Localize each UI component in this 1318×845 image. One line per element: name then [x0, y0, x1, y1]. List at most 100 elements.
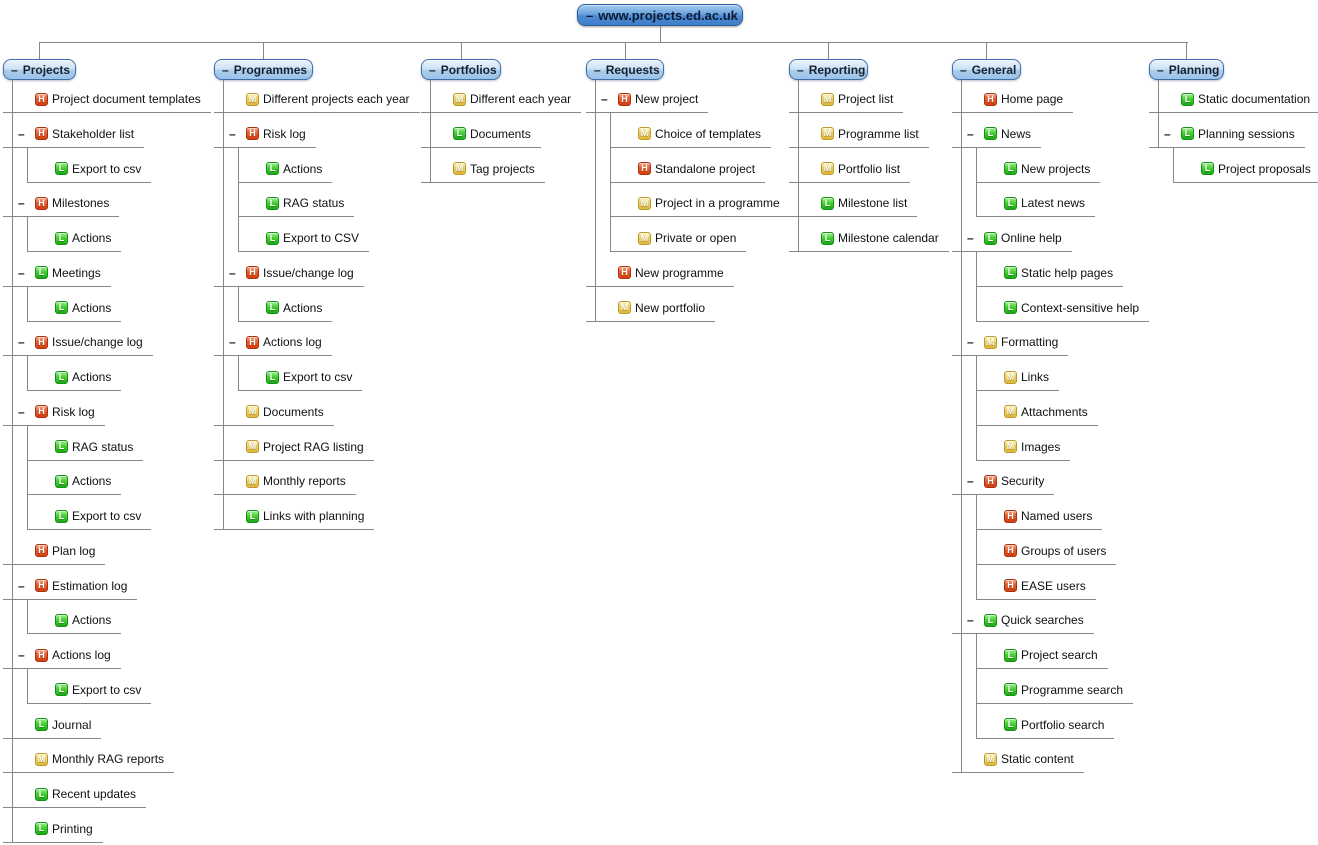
tree-item-static-content[interactable]: M Static content: [952, 745, 1084, 774]
tree-item-static-help-pages[interactable]: L Static help pages: [952, 259, 1124, 287]
collapse-toggle-icon[interactable]: –: [229, 265, 236, 280]
tree-item-project-in-a-programme[interactable]: M Project in a programme: [586, 189, 790, 218]
tree-item-actions[interactable]: L Actions: [3, 606, 122, 635]
collapse-toggle-icon[interactable]: –: [967, 126, 974, 141]
tree-item-online-help[interactable]: – L Online help: [952, 224, 1072, 252]
tree-item-new-project[interactable]: – H New project: [586, 85, 709, 113]
tree-item-groups-of-users[interactable]: H Groups of users: [952, 537, 1117, 565]
tree-item-project-list[interactable]: M Project list: [789, 85, 904, 113]
tree-item-new-programme[interactable]: H New programme: [586, 259, 734, 287]
tree-item-links-with-planning[interactable]: L Links with planning: [214, 502, 375, 530]
collapse-toggle-icon[interactable]: –: [229, 335, 236, 350]
tree-item-project-document-templates[interactable]: H Project document templates: [3, 85, 211, 113]
tree-item-export-to-csv[interactable]: L Export to csv: [214, 363, 363, 391]
tree-item-latest-news[interactable]: L Latest news: [952, 189, 1096, 218]
collapse-toggle-icon[interactable]: –: [18, 404, 25, 419]
tree-item-rag-status[interactable]: L RAG status: [214, 189, 355, 218]
tree-item-actions-log[interactable]: – H Actions log: [3, 641, 121, 669]
tree-item-actions[interactable]: L Actions: [3, 363, 122, 391]
tree-item-quick-searches[interactable]: – L Quick searches: [952, 606, 1094, 635]
column-header-reporting[interactable]: – Reporting: [789, 59, 868, 80]
tree-item-actions[interactable]: L Actions: [3, 294, 122, 322]
tree-item-news[interactable]: – L News: [952, 120, 1042, 148]
tree-item-standalone-project[interactable]: H Standalone project: [586, 155, 766, 183]
collapse-icon[interactable]: –: [11, 62, 18, 77]
collapse-toggle-icon[interactable]: –: [1164, 126, 1171, 141]
tree-item-printing[interactable]: L Printing: [3, 815, 103, 843]
collapse-toggle-icon[interactable]: –: [18, 647, 25, 662]
collapse-icon[interactable]: –: [222, 62, 229, 77]
tree-item-images[interactable]: M Images: [952, 433, 1071, 461]
tree-item-new-portfolio[interactable]: M New portfolio: [586, 294, 716, 322]
collapse-toggle-icon[interactable]: –: [18, 126, 25, 141]
tree-item-project-search[interactable]: L Project search: [952, 641, 1108, 669]
tree-item-meetings[interactable]: – L Meetings: [3, 259, 111, 287]
tree-item-journal[interactable]: L Journal: [3, 711, 102, 739]
tree-item-context-sensitive-help[interactable]: L Context-sensitive help: [952, 294, 1150, 322]
tree-item-actions[interactable]: L Actions: [3, 467, 122, 496]
tree-item-recent-updates[interactable]: L Recent updates: [3, 780, 147, 808]
tree-item-stakeholder-list[interactable]: – H Stakeholder list: [3, 120, 145, 148]
tree-item-tag-projects[interactable]: M Tag projects: [421, 155, 545, 183]
tree-item-documents[interactable]: M Documents: [214, 398, 334, 426]
collapse-toggle-icon[interactable]: –: [18, 578, 25, 593]
tree-item-home-page[interactable]: H Home page: [952, 85, 1074, 113]
collapse-toggle-icon[interactable]: –: [967, 230, 974, 245]
tree-item-actions-log[interactable]: – H Actions log: [214, 328, 332, 357]
tree-item-attachments[interactable]: M Attachments: [952, 398, 1098, 426]
tree-item-different-each-year[interactable]: M Different each year: [421, 85, 582, 113]
tree-item-risk-log[interactable]: – H Risk log: [3, 398, 105, 426]
tree-item-security[interactable]: – H Security: [952, 467, 1055, 496]
collapse-toggle-icon[interactable]: –: [18, 335, 25, 350]
tree-item-export-to-csv[interactable]: L Export to csv: [3, 502, 152, 530]
tree-item-programme-list[interactable]: M Programme list: [789, 120, 929, 148]
collapse-toggle-icon[interactable]: –: [967, 474, 974, 489]
tree-item-export-to-csv[interactable]: L Export to CSV: [214, 224, 370, 252]
tree-item-portfolio-list[interactable]: M Portfolio list: [789, 155, 911, 183]
tree-item-portfolio-search[interactable]: L Portfolio search: [952, 711, 1115, 739]
collapse-icon[interactable]: –: [797, 62, 804, 77]
tree-item-milestones[interactable]: – H Milestones: [3, 189, 120, 218]
tree-item-choice-of-templates[interactable]: M Choice of templates: [586, 120, 772, 148]
collapse-toggle-icon[interactable]: –: [967, 335, 974, 350]
root-node[interactable]: – www.projects.ed.ac.uk: [577, 4, 743, 26]
column-header-programmes[interactable]: – Programmes: [214, 59, 313, 80]
tree-item-export-to-csv[interactable]: L Export to csv: [3, 676, 152, 704]
tree-item-named-users[interactable]: H Named users: [952, 502, 1103, 530]
tree-item-programme-search[interactable]: L Programme search: [952, 676, 1134, 704]
tree-item-actions[interactable]: L Actions: [3, 224, 122, 252]
tree-item-monthly-reports[interactable]: M Monthly reports: [214, 467, 356, 496]
collapse-icon[interactable]: –: [960, 62, 967, 77]
collapse-icon[interactable]: –: [1157, 62, 1164, 77]
tree-item-documents[interactable]: L Documents: [421, 120, 541, 148]
column-header-portfolios[interactable]: – Portfolios: [421, 59, 501, 80]
collapse-icon[interactable]: –: [586, 7, 594, 23]
column-header-requests[interactable]: – Requests: [586, 59, 664, 80]
tree-item-estimation-log[interactable]: – H Estimation log: [3, 572, 138, 600]
collapse-toggle-icon[interactable]: –: [18, 265, 25, 280]
tree-item-export-to-csv[interactable]: L Export to csv: [3, 155, 152, 183]
tree-item-project-proposals[interactable]: L Project proposals: [1149, 155, 1318, 183]
tree-item-actions[interactable]: L Actions: [214, 155, 333, 183]
tree-item-issue-change-log[interactable]: – H Issue/change log: [214, 259, 364, 287]
column-header-projects[interactable]: – Projects: [3, 59, 76, 80]
tree-item-links[interactable]: M Links: [952, 363, 1060, 391]
collapse-toggle-icon[interactable]: –: [967, 613, 974, 628]
tree-item-plan-log[interactable]: H Plan log: [3, 537, 106, 565]
tree-item-ease-users[interactable]: H EASE users: [952, 572, 1096, 600]
collapse-toggle-icon[interactable]: –: [18, 196, 25, 211]
collapse-toggle-icon[interactable]: –: [229, 126, 236, 141]
tree-item-project-rag-listing[interactable]: M Project RAG listing: [214, 433, 374, 461]
tree-item-issue-change-log[interactable]: – H Issue/change log: [3, 328, 153, 357]
collapse-toggle-icon[interactable]: –: [601, 91, 608, 106]
collapse-icon[interactable]: –: [429, 62, 436, 77]
tree-item-rag-status[interactable]: L RAG status: [3, 433, 144, 461]
tree-item-milestone-list[interactable]: L Milestone list: [789, 189, 918, 218]
column-header-general[interactable]: – General: [952, 59, 1021, 80]
tree-item-risk-log[interactable]: – H Risk log: [214, 120, 316, 148]
tree-item-static-documentation[interactable]: L Static documentation: [1149, 85, 1318, 113]
tree-item-planning-sessions[interactable]: – L Planning sessions: [1149, 120, 1305, 148]
column-header-planning[interactable]: – Planning: [1149, 59, 1224, 80]
tree-item-monthly-rag-reports[interactable]: M Monthly RAG reports: [3, 745, 175, 774]
tree-item-private-or-open[interactable]: M Private or open: [586, 224, 747, 252]
